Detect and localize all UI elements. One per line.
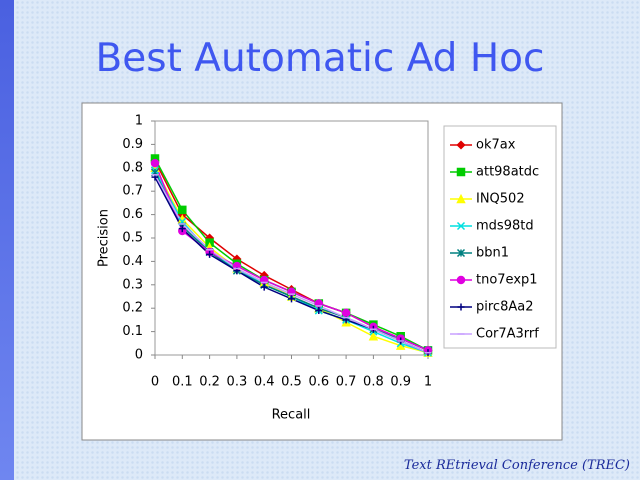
marker [260,283,268,291]
y-tick-label: 0.4 [122,254,143,269]
marker [315,307,323,315]
y-tick-label: 1 [135,114,143,129]
legend-label: bbn1 [476,246,509,261]
y-tick-label: 0.6 [122,207,143,222]
y-tick-label: 0.9 [122,137,143,152]
x-axis-title: Recall [272,408,311,423]
legend-label: tno7exp1 [476,273,538,288]
legend-marker [457,303,465,311]
marker [341,308,351,318]
x-tick-label: 0.3 [227,375,248,390]
x-tick-label: 0.4 [254,375,275,390]
legend-marker [456,248,466,258]
legend-label: Cor7A3rrf [476,327,539,342]
y-axis-title: Precision [97,209,112,267]
legend-marker [456,167,466,177]
x-tick-label: 0.5 [281,375,302,390]
y-tick-label: 0.2 [122,301,143,316]
y-tick-label: 0.3 [122,277,143,292]
marker [206,250,214,258]
legend-label: INQ502 [476,192,525,207]
legend-marker [456,221,466,231]
legend-label: ok7ax [476,138,516,153]
marker [178,205,187,215]
y-tick-label: 0.8 [122,160,143,175]
legend-marker [456,140,466,150]
side-strip [0,0,14,480]
x-tick-label: 1 [424,375,432,390]
x-tick-label: 0.9 [390,375,411,390]
marker [178,225,186,233]
legend-label: mds98td [476,219,534,234]
x-tick-label: 0.1 [172,375,193,390]
legend-frame [443,125,557,349]
marker [150,158,160,168]
x-tick-label: 0.8 [363,375,384,390]
legend-label: att98atdc [476,165,539,180]
x-tick-label: 0.6 [308,375,329,390]
chart-area [81,102,563,441]
marker [368,331,379,341]
legend-label: pirc8Aa2 [476,300,533,315]
y-tick-label: 0.7 [122,184,143,199]
y-tick-label: 0.5 [122,231,143,246]
x-tick-label: 0.7 [336,375,357,390]
x-tick-label: 0 [151,375,159,390]
x-tick-label: 0.2 [199,375,220,390]
footer: Text REtrieval Conference (TREC) [403,458,630,473]
marker [288,295,295,303]
slide-title: Best Automatic Ad Hoc [95,36,545,81]
legend-marker [456,275,466,285]
legend-marker [456,193,466,204]
y-tick-label: 0 [135,348,143,363]
y-tick-label: 0.1 [122,324,143,339]
